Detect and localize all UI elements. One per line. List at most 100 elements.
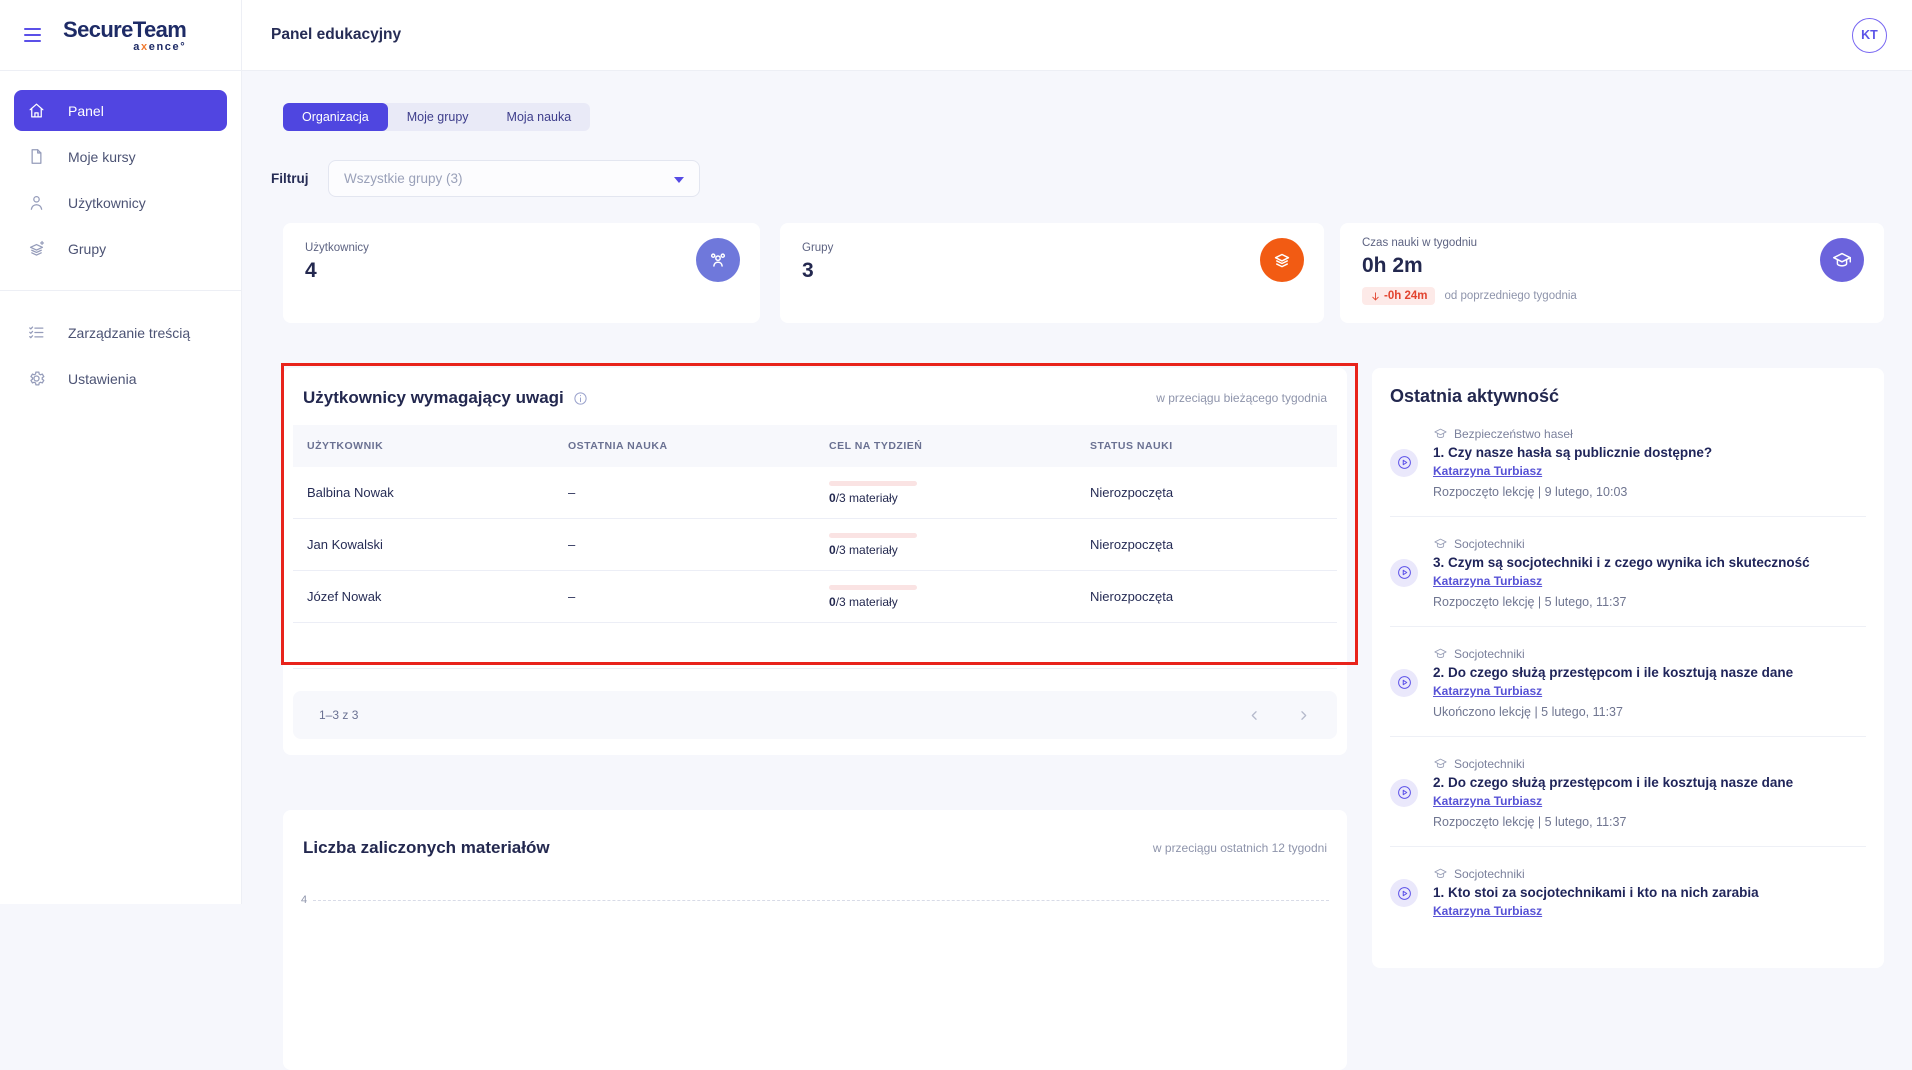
brand-subname: axence° (133, 41, 186, 53)
sidebar-item-users[interactable]: Użytkownicy (14, 182, 227, 223)
brand-name: SecureTeam (63, 17, 186, 43)
groups-filter-select[interactable]: Wszystkie grupy (3) (328, 160, 700, 197)
tab-organizacja[interactable]: Organizacja (283, 103, 388, 131)
sidebar-item-content-management[interactable]: Zarządzanie treścią (14, 312, 227, 353)
stat-card-study-time: Czas nauki w tygodniu 0h 2m -0h 24m od p… (1340, 223, 1884, 323)
activity-status: Ukończono lekcję | 5 lutego, 11:37 (1433, 705, 1793, 719)
list-item: Socjotechniki 3. Czym są socjotechniki i… (1390, 517, 1866, 627)
activity-user-link[interactable]: Katarzyna Turbiasz (1433, 574, 1542, 588)
stat-value: 4 (305, 259, 738, 283)
attention-users-table: UŻYTKOWNIK OSTATNIA NAUKA CEL NA TYDZIEŃ… (293, 425, 1337, 669)
table-empty-row (293, 623, 1337, 669)
sidebar-item-panel[interactable]: Panel (14, 90, 227, 131)
stat-label: Użytkownicy (305, 242, 738, 254)
hamburger-menu-icon[interactable] (24, 28, 41, 43)
filter-label: Filtruj (271, 171, 328, 186)
play-icon[interactable] (1390, 559, 1418, 587)
sidebar-item-label: Zarządzanie treścią (68, 325, 190, 341)
cell-user: Jan Kowalski (293, 537, 554, 552)
recent-activity-panel: Ostatnia aktywność Bezpieczeństwo haseł … (1372, 368, 1884, 968)
table-header-row: UŻYTKOWNIK OSTATNIA NAUKA CEL NA TYDZIEŃ… (293, 425, 1337, 467)
list-item: Socjotechniki 2. Do czego służą przestęp… (1390, 737, 1866, 847)
cell-user: Józef Nowak (293, 589, 554, 604)
tab-moje-grupy[interactable]: Moje grupy (388, 103, 488, 131)
avatar[interactable]: KT (1852, 18, 1887, 53)
stat-card-groups: Grupy 3 (780, 223, 1324, 323)
graduation-cap-icon (1433, 536, 1448, 551)
column-header: OSTATNIA NAUKA (554, 440, 815, 452)
activity-user-link[interactable]: Katarzyna Turbiasz (1433, 904, 1542, 918)
filter-row: Filtruj Wszystkie grupy (3) (271, 160, 1912, 197)
graduation-cap-icon (1820, 238, 1864, 282)
play-icon[interactable] (1390, 779, 1418, 807)
goal-progress-bar (829, 585, 917, 590)
activity-status: Rozpoczęto lekcję | 5 lutego, 11:37 (1433, 815, 1793, 829)
delta-note: od poprzedniego tygodnia (1444, 290, 1576, 302)
list-item: Socjotechniki 2. Do czego służą przestęp… (1390, 627, 1866, 737)
activity-category: Bezpieczeństwo haseł (1433, 426, 1712, 441)
list-item: Bezpieczeństwo haseł 1. Czy nasze hasła … (1390, 407, 1866, 517)
activity-category: Socjotechniki (1433, 756, 1793, 771)
stat-label: Czas nauki w tygodniu (1362, 237, 1862, 249)
play-icon[interactable] (1390, 669, 1418, 697)
activity-user-link[interactable]: Katarzyna Turbiasz (1433, 464, 1542, 478)
cell-weekly-goal: 0/3 materiały (815, 481, 1076, 505)
play-icon[interactable] (1390, 449, 1418, 477)
graduation-cap-icon (1433, 756, 1448, 771)
table-row: Józef Nowak – 0/3 materiały Nierozpoczęt… (293, 571, 1337, 623)
sidebar-item-label: Ustawienia (68, 371, 136, 387)
page-title: Panel edukacyjny (271, 26, 401, 44)
chevron-down-icon (674, 177, 684, 183)
sidebar-item-label: Użytkownicy (68, 195, 146, 211)
panel-period: w przeciągu bieżącego tygodnia (1156, 391, 1327, 405)
panel-header: Użytkownicy wymagający uwagi w przeciągu… (293, 382, 1337, 408)
sidebar: SecureTeam axence° Panel Moje kursy Użyt… (0, 0, 242, 904)
graduation-cap-icon (1433, 866, 1448, 881)
pagination-bar: 1–3 z 3 (293, 691, 1337, 739)
completed-materials-panel: Liczba zaliczonych materiałów w przeciąg… (283, 810, 1347, 1070)
document-icon (27, 147, 46, 166)
list-item: Socjotechniki 1. Kto stoi za socjotechni… (1390, 847, 1866, 937)
chevron-right-icon (1296, 708, 1311, 723)
pagination-prev-button[interactable] (1247, 708, 1262, 723)
panel-title: Użytkownicy wymagający uwagi (303, 388, 588, 408)
activity-lesson-title: 2. Do czego służą przestępcom i ile kosz… (1433, 775, 1793, 790)
sidebar-header: SecureTeam axence° (0, 0, 241, 71)
brand-logo: SecureTeam axence° (63, 17, 186, 53)
chart-gridline-row: 4 (293, 894, 1337, 906)
activity-user-link[interactable]: Katarzyna Turbiasz (1433, 794, 1542, 808)
play-icon[interactable] (1390, 879, 1418, 907)
activity-status: Rozpoczęto lekcję | 9 lutego, 10:03 (1433, 485, 1712, 499)
sidebar-item-label: Panel (68, 103, 104, 119)
cell-status: Nierozpoczęta (1076, 537, 1337, 552)
sidebar-item-settings[interactable]: Ustawienia (14, 358, 227, 399)
stats-row: Użytkownicy 4 Grupy 3 Czas nauki w tygod… (283, 223, 1912, 323)
layers-plus-icon (27, 239, 46, 258)
activity-lesson-title: 1. Czy nasze hasła są publicznie dostępn… (1433, 445, 1712, 460)
activity-title: Ostatnia aktywność (1388, 384, 1868, 407)
sidebar-item-my-courses[interactable]: Moje kursy (14, 136, 227, 177)
pagination-next-button[interactable] (1296, 708, 1311, 723)
tab-moja-nauka[interactable]: Moja nauka (488, 103, 591, 131)
column-header: CEL NA TYDZIEŃ (815, 440, 1076, 452)
info-icon[interactable] (573, 391, 588, 406)
users-group-icon (696, 238, 740, 282)
sidebar-item-label: Grupy (68, 241, 106, 257)
delta-badge: -0h 24m (1362, 287, 1435, 305)
layers-icon (1260, 238, 1304, 282)
sidebar-divider (0, 290, 241, 291)
table-row: Jan Kowalski – 0/3 materiały Nierozpoczę… (293, 519, 1337, 571)
sidebar-item-groups[interactable]: Grupy (14, 228, 227, 269)
page-content: Organizacja Moje grupy Moja nauka Filtru… (242, 71, 1912, 904)
cell-status: Nierozpoczęta (1076, 589, 1337, 604)
activity-user-link[interactable]: Katarzyna Turbiasz (1433, 684, 1542, 698)
gridline (313, 900, 1329, 901)
stat-value: 0h 2m (1362, 254, 1862, 278)
activity-lesson-title: 3. Czym są socjotechniki i z czego wynik… (1433, 555, 1810, 570)
cell-weekly-goal: 0/3 materiały (815, 585, 1076, 609)
cell-last-study: – (554, 485, 815, 500)
gear-icon (27, 369, 46, 388)
stat-delta-row: -0h 24m od poprzedniego tygodnia (1362, 287, 1862, 305)
cell-last-study: – (554, 537, 815, 552)
activity-category: Socjotechniki (1433, 866, 1759, 881)
